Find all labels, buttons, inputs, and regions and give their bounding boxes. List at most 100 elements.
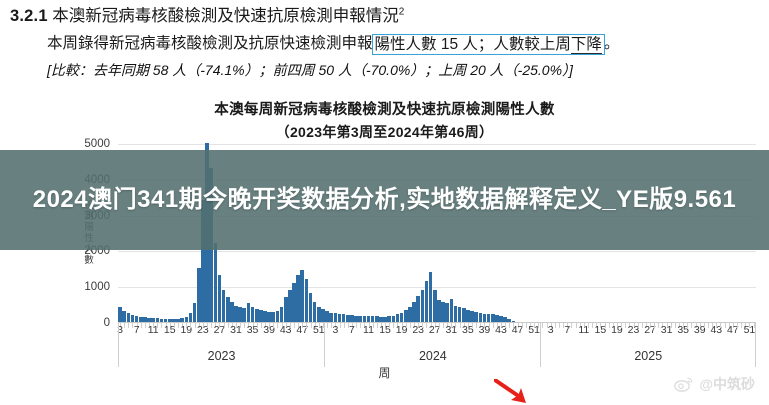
x-tick-line [567,323,569,328]
x-tick-label: 15 [379,324,391,336]
x-tick-label: 31 [660,324,673,336]
bar [184,316,189,322]
x-tick-line [741,323,743,328]
x-tick [271,323,275,345]
x-tick [424,323,428,345]
bar [499,315,503,322]
x-tick-line [389,323,391,328]
report-body-line: 本周錄得新冠病毒核酸檢測及抗原快速檢測申報 陽性人數 15 人；人數較上周下降。 [47,31,619,55]
x-tick-label: 23 [627,324,640,336]
bar [490,314,495,322]
bar [242,308,247,322]
report-body-prefix: 本周錄得新冠病毒核酸檢測及抗原快速檢測申報 [47,35,373,52]
x-tick-line [269,323,271,328]
x-tick-line [641,323,643,328]
x-tick-line [277,323,279,328]
bar [271,312,276,322]
x-tick-line [248,323,250,328]
x-tick [188,323,192,345]
bar [420,289,425,322]
x-tick-label: 23 [412,324,425,336]
x-tick [503,323,507,345]
chart-subtitle: （2023年第3周至2024年第46周） [275,124,494,140]
x-tick-line [658,323,660,328]
x-tick-line [124,323,126,328]
bar [391,315,396,322]
x-tick [296,323,300,345]
bar [470,311,474,322]
x-tick-line [575,323,577,328]
x-tick [441,323,445,345]
x-tick [304,323,308,345]
x-tick: 27 [214,323,225,345]
x-tick-label: 43 [495,324,507,336]
x-tick-line [186,323,188,328]
x-tick [607,323,611,345]
x-tick-line [604,323,606,328]
x-tick [395,323,399,345]
x-tick: 23 [628,323,639,345]
x-tick [491,323,495,345]
x-tick-line [459,323,461,328]
x-tick-line [616,323,618,328]
x-tick [673,323,677,345]
x-tick-line [496,323,498,328]
bar [358,315,363,322]
x-tick-line [699,323,701,328]
x-tick-line [650,323,652,328]
x-tick: 19 [180,323,192,345]
x-tick-line [289,323,291,328]
x-tick-label: 47 [296,324,309,336]
x-axis-ticks: 3 7 11 15 19 23 27 31 35 39 43 47 51 3 7 11 15 19 23 27 31 35… [117,323,756,345]
x-tick-line [472,323,474,328]
bar [341,314,346,322]
x-tick [130,323,134,345]
x-tick-line [505,323,507,328]
x-tick-line [517,323,519,328]
grid-line [118,287,756,289]
x-tick-line [612,323,614,328]
x-tick [453,323,457,345]
x-tick [470,323,474,345]
bar [486,314,491,322]
x-tick-line [376,323,378,328]
x-tick-line [157,323,159,328]
x-tick [694,323,698,345]
x-tick-line [322,323,324,328]
x-tick: 35 [247,323,258,345]
x-tick [578,323,582,345]
x-tick-line [244,323,246,328]
x-tick: 47 [512,323,523,345]
watermark: @中筑砂 [674,374,755,394]
x-tick: 43 [280,323,292,345]
x-tick [143,323,147,345]
x-tick-line [364,323,366,328]
x-tick [735,323,739,345]
x-tick-label: 51 [743,324,756,336]
x-tick-line [467,323,469,328]
x-tick-label: 39 [263,324,275,336]
x-tick [644,323,648,345]
x-tick: 7 [349,323,355,345]
bar [188,312,193,322]
x-tick-line [264,323,266,328]
bar [461,308,466,322]
year-label-text: 2023 [207,349,236,363]
x-tick [752,323,756,345]
x-tick [611,323,615,345]
x-tick [358,323,362,345]
x-tick-label: 3 [117,324,123,336]
x-tick [313,323,317,345]
x-tick [209,323,213,345]
x-tick [238,323,242,345]
x-tick [321,323,325,345]
watermark-label: @中筑砂 [699,376,755,392]
x-tick-line [240,323,242,328]
x-tick: 47 [296,323,308,345]
grid-line [118,144,756,145]
x-tick-line [749,323,751,328]
x-tick-line [194,323,196,328]
x-tick [147,323,151,345]
bar [180,318,184,322]
